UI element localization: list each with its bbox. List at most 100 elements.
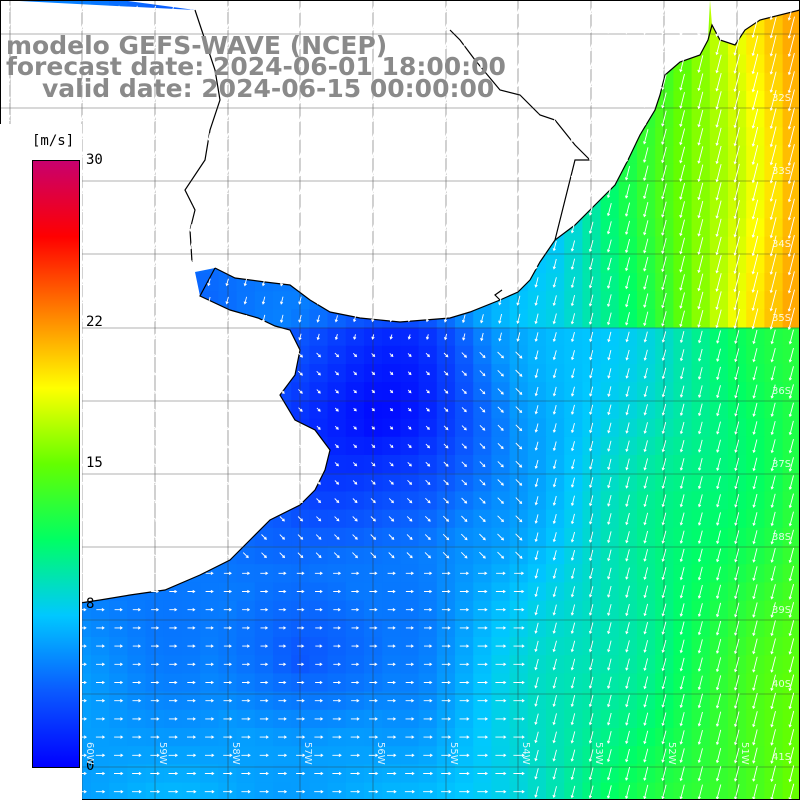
wind-arrow — [570, 713, 576, 726]
wind-arrow — [461, 241, 466, 251]
wind-arrow — [461, 461, 467, 467]
wind-arrow — [769, 71, 777, 93]
wind-arrow — [661, 694, 667, 708]
wind-arrow — [96, 571, 105, 575]
wind-arrow — [169, 589, 178, 594]
wind-arrow — [715, 254, 722, 274]
wind-arrow — [607, 404, 612, 416]
wind-arrow — [79, 41, 84, 50]
wind-arrow — [697, 367, 703, 380]
wind-arrow — [97, 388, 103, 395]
wind-arrow — [298, 461, 303, 467]
wind-arrow — [679, 476, 685, 490]
wind-arrow — [298, 205, 302, 214]
wind-arrow — [460, 571, 470, 575]
wind-arrow — [497, 497, 504, 504]
wind-arrow — [261, 314, 266, 323]
wind-arrow — [498, 59, 503, 69]
wind-arrow — [643, 784, 649, 800]
wind-arrow — [715, 273, 722, 292]
wind-arrow — [424, 644, 433, 648]
wind-arrow — [552, 532, 557, 543]
wind-arrow — [477, 589, 488, 594]
wind-arrow — [404, 790, 415, 794]
wind-arrow — [461, 443, 467, 449]
wind-arrow — [679, 403, 685, 417]
wind-arrow — [95, 699, 106, 703]
wind-arrow — [423, 771, 434, 776]
wind-arrow — [498, 95, 503, 106]
wind-arrow — [297, 534, 304, 540]
wind-arrow — [607, 331, 612, 343]
wind-arrow — [498, 114, 503, 124]
wind-arrow — [353, 444, 357, 448]
wind-arrow — [606, 202, 612, 217]
wind-arrow — [369, 626, 378, 630]
wind-arrow — [425, 42, 430, 50]
wind-arrow — [787, 253, 795, 276]
wind-arrow — [371, 389, 375, 394]
wind-arrow — [279, 461, 285, 467]
wind-arrow — [497, 351, 504, 359]
wind-arrow — [788, 457, 794, 472]
wind-arrow — [225, 23, 229, 32]
wind-arrow — [716, 385, 721, 399]
wind-arrow — [625, 275, 630, 290]
lat-label: 33S — [772, 166, 792, 177]
wind-arrow — [371, 371, 376, 376]
wind-arrow — [697, 566, 703, 581]
wind-arrow — [369, 680, 378, 685]
wind-arrow — [661, 676, 667, 690]
wind-arrow — [552, 676, 557, 689]
wind-arrow — [280, 242, 284, 250]
wind-arrow — [788, 366, 794, 381]
wind-arrow — [98, 41, 102, 50]
wind-arrow — [261, 114, 266, 123]
wind-arrow — [443, 352, 449, 358]
wind-arrow — [461, 515, 468, 522]
wind-arrow — [223, 571, 232, 575]
wind-arrow — [715, 54, 722, 74]
wind-arrow — [643, 183, 649, 200]
wind-arrow — [352, 5, 357, 14]
wind-arrow — [387, 626, 396, 630]
wind-arrow — [715, 711, 722, 727]
wind-arrow — [443, 205, 448, 214]
wind-arrow — [315, 589, 323, 594]
wind-arrow — [405, 771, 415, 776]
wind-arrow — [261, 151, 266, 159]
wind-arrow — [168, 717, 178, 721]
wind-arrow — [151, 644, 160, 648]
wind-arrow — [715, 109, 722, 128]
wind-arrow — [207, 260, 211, 269]
wind-arrow — [769, 199, 777, 221]
wind-arrow — [316, 41, 320, 50]
wind-arrow — [441, 771, 452, 776]
wind-arrow — [225, 333, 229, 341]
wind-arrow — [405, 717, 415, 721]
wind-arrow — [152, 315, 156, 323]
wind-arrow — [459, 717, 470, 721]
wind-arrow — [495, 771, 507, 776]
wind-arrow — [189, 96, 193, 105]
wind-arrow — [115, 370, 122, 376]
wind-arrow — [606, 239, 612, 253]
wind-arrow — [95, 735, 106, 739]
wind-arrow — [259, 753, 269, 757]
wind-arrow — [316, 314, 320, 323]
wind-arrow — [661, 183, 667, 200]
wind-arrow — [43, 5, 47, 14]
wind-arrow — [170, 479, 176, 486]
wind-arrow — [116, 78, 120, 87]
wind-arrow — [170, 187, 175, 196]
wind-arrow — [570, 622, 576, 635]
wind-arrow — [298, 78, 302, 87]
wind-arrow — [188, 425, 194, 431]
wind-arrow — [389, 187, 393, 196]
wind-arrow — [189, 315, 193, 323]
wind-arrow — [298, 151, 302, 159]
wind-arrow — [752, 421, 758, 435]
wind-arrow — [115, 534, 122, 540]
wind-arrow — [643, 293, 649, 308]
wind-arrow — [152, 60, 157, 68]
